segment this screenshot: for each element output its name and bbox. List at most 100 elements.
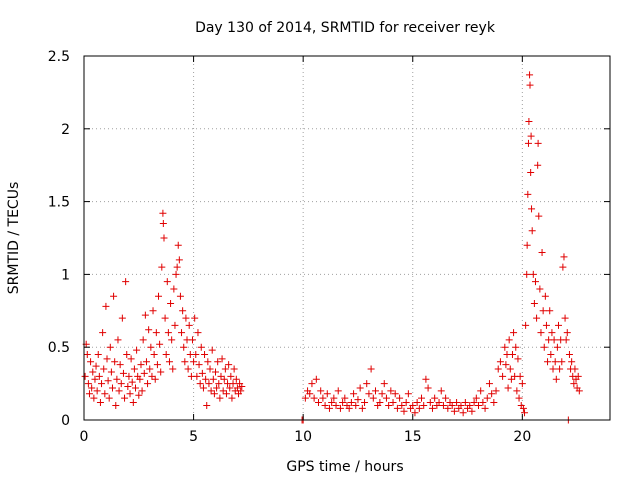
- axis-ticks: 0 5 10 15 20 0 0.5 1 1.5 2 2.5: [48, 49, 610, 445]
- grid: [84, 56, 610, 420]
- data-point: [354, 396, 362, 404]
- data-point: [561, 314, 569, 322]
- data-point: [188, 336, 196, 344]
- data-point: [378, 390, 386, 398]
- data-point: [393, 404, 401, 412]
- y-tick-label: 1.5: [48, 195, 70, 211]
- data-point: [89, 368, 97, 376]
- data-point: [565, 350, 573, 358]
- data-point: [141, 311, 149, 319]
- data-point: [352, 401, 360, 409]
- data-point: [140, 369, 148, 377]
- data-point: [415, 404, 423, 412]
- data-point: [136, 375, 144, 383]
- data-point: [202, 375, 210, 383]
- data-point: [334, 387, 342, 395]
- data-point: [551, 358, 559, 366]
- data-point: [208, 346, 216, 354]
- data-point: [519, 404, 527, 412]
- data-point: [541, 292, 549, 300]
- data-point: [361, 399, 369, 407]
- data-point: [233, 384, 241, 392]
- data-point: [450, 407, 458, 415]
- data-point: [159, 219, 167, 227]
- data-point: [501, 343, 509, 351]
- y-tick-label: 0: [61, 413, 70, 429]
- data-point: [514, 355, 522, 363]
- data-point: [363, 380, 371, 388]
- data-point: [472, 394, 480, 402]
- data-point: [512, 343, 520, 351]
- data-point: [435, 399, 443, 407]
- data-point: [444, 404, 452, 412]
- data-point: [526, 81, 534, 89]
- data-point: [226, 384, 234, 392]
- data-point: [502, 361, 510, 369]
- data-point: [215, 380, 223, 388]
- data-point: [499, 372, 507, 380]
- data-point: [121, 394, 129, 402]
- data-point: [547, 350, 555, 358]
- data-point: [422, 375, 430, 383]
- data-point: [204, 358, 212, 366]
- data-point: [84, 380, 92, 388]
- data-point: [347, 399, 355, 407]
- data-point: [197, 343, 205, 351]
- data-point: [174, 241, 182, 249]
- data-point: [404, 390, 412, 398]
- data-point: [560, 253, 568, 261]
- data-point: [237, 387, 245, 395]
- data-point: [114, 336, 122, 344]
- data-point: [192, 350, 200, 358]
- data-point: [568, 358, 576, 366]
- data-point: [165, 358, 173, 366]
- data-point: [238, 383, 246, 391]
- data-point: [95, 372, 103, 380]
- data-point: [508, 350, 516, 358]
- data-point: [510, 329, 518, 337]
- y-axis-label: SRMTID / TECUs: [6, 182, 22, 295]
- data-point: [103, 355, 111, 363]
- data-point: [328, 399, 336, 407]
- data-point: [356, 384, 364, 392]
- data-point: [376, 399, 384, 407]
- data-point: [301, 394, 309, 402]
- data-point: [206, 365, 214, 373]
- data-point: [315, 399, 323, 407]
- data-point: [171, 321, 179, 329]
- data-point: [317, 387, 325, 395]
- data-point: [527, 132, 535, 140]
- data-point: [470, 399, 478, 407]
- data-point: [113, 375, 121, 383]
- data-point: [448, 401, 456, 409]
- data-point: [528, 227, 536, 235]
- data-point: [321, 401, 329, 409]
- data-point: [525, 118, 533, 126]
- data-point: [104, 377, 112, 385]
- data-point: [221, 365, 229, 373]
- data-point: [539, 307, 547, 315]
- data-point: [442, 394, 450, 402]
- data-point: [428, 404, 436, 412]
- data-point: [479, 399, 487, 407]
- data-point: [227, 372, 235, 380]
- data-point: [184, 365, 192, 373]
- data-point: [164, 329, 172, 337]
- data-point: [172, 270, 180, 278]
- data-point: [122, 278, 130, 286]
- data-point: [575, 387, 583, 395]
- data-point: [437, 387, 445, 395]
- data-point: [137, 361, 145, 369]
- data-point: [431, 394, 439, 402]
- data-point: [198, 369, 206, 377]
- data-point: [228, 394, 236, 402]
- data-point: [365, 390, 373, 398]
- data-point: [439, 401, 447, 409]
- data-point: [127, 355, 135, 363]
- data-point: [521, 409, 529, 417]
- data-point: [494, 365, 502, 373]
- data-point: [574, 372, 582, 380]
- data-point: [135, 391, 143, 399]
- data-point: [100, 365, 108, 373]
- data-point: [554, 321, 562, 329]
